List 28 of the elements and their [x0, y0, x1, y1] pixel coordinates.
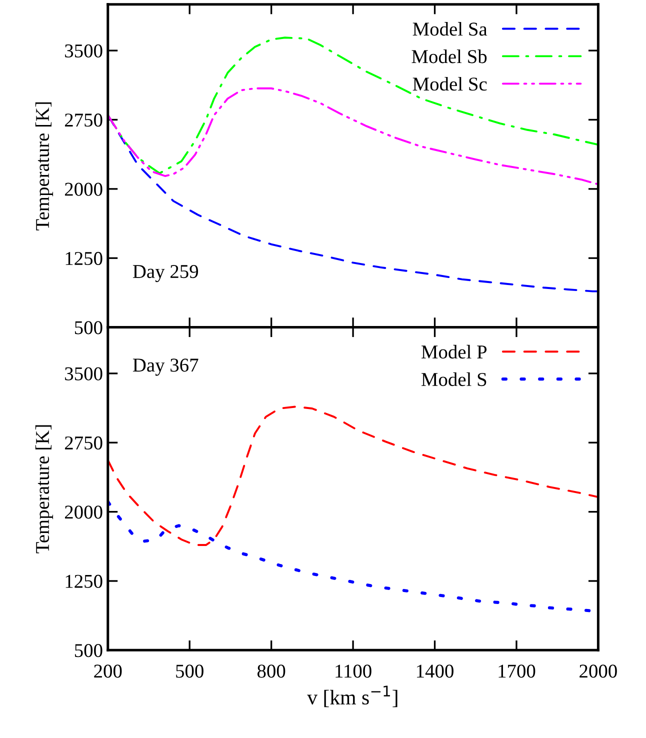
y-tick-label: 1250 [66, 574, 102, 588]
y-tick-label: 1250 [66, 252, 102, 266]
legend-label: Model P [421, 344, 487, 359]
legend-label: Model Sa [412, 22, 488, 36]
x-tick-label: 1100 [336, 664, 372, 678]
x-axis-title: v [km s$^{−1}$] [307, 686, 398, 708]
x-tick-label: 500 [176, 664, 204, 678]
y-tick-label: 500 [74, 644, 102, 658]
x-tick-label: 2000 [580, 664, 617, 678]
x-tick-label: 200 [94, 664, 122, 678]
y-tick-label: 3500 [65, 44, 102, 58]
y-axis-title: Temperature [K] [35, 425, 54, 554]
annotation: Day 367 [132, 358, 198, 376]
y-tick-label: 500 [74, 321, 102, 334]
line-series [108, 406, 598, 546]
y-tick-label: 2750 [64, 114, 102, 127]
y-tick-label: 2000 [64, 506, 102, 519]
legend-label: Model Sb [412, 50, 487, 64]
annotation: Day 259 [132, 265, 198, 282]
y-tick-label: 2000 [64, 182, 102, 196]
legend-label: Model S [421, 372, 486, 386]
x-tick-label: 1700 [498, 664, 536, 678]
legend-label: Model Sc [412, 76, 487, 91]
y-axis-title: Temperature [K] [35, 102, 54, 230]
y-tick-label: 2750 [64, 436, 102, 450]
y-tick-label: 3500 [65, 367, 102, 380]
x-tick-label: 1400 [417, 664, 454, 678]
x-tick-label: 800 [257, 664, 286, 678]
